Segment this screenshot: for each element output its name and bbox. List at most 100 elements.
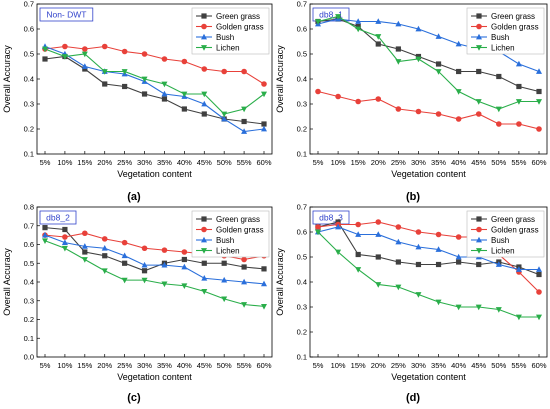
series-golden-grass	[42, 43, 267, 87]
x-tick-label: 25%	[391, 158, 406, 167]
x-tick-label: 10%	[57, 361, 72, 370]
y-tick-label: 0.4	[297, 278, 307, 287]
legend-marker	[476, 248, 482, 254]
data-point	[82, 66, 88, 72]
chart-panel-b: 0.1 0.2 0.3 0.4 0.5 0.6 0.7 5% 10% 15% 20% 25% 30% 35…	[275, 0, 548, 179]
series-golden-grass	[315, 88, 542, 132]
series-green-grass	[42, 53, 267, 127]
data-point	[42, 225, 48, 231]
x-tick-label: 15%	[77, 158, 92, 167]
series-line-golden-grass	[317, 90, 540, 130]
x-tick-label: 15%	[351, 158, 366, 167]
data-point	[42, 238, 48, 244]
data-point	[141, 91, 148, 97]
data-point	[536, 271, 542, 278]
panel-caption: (c)	[127, 392, 141, 404]
y-axis-label: Overall Accuracy	[2, 248, 12, 316]
data-point	[415, 56, 422, 63]
data-point	[161, 247, 168, 253]
data-point	[81, 257, 88, 263]
x-tick-label: 30%	[137, 361, 152, 370]
data-point	[241, 106, 248, 113]
panel-title: db8_1	[319, 10, 343, 20]
data-point	[161, 81, 168, 88]
series-line-bush	[317, 226, 539, 271]
legend-label: Lichen	[216, 44, 240, 53]
data-point	[395, 106, 402, 112]
data-point	[395, 259, 401, 265]
data-point	[261, 125, 267, 132]
data-point	[355, 251, 361, 258]
x-tick-label: 10%	[331, 158, 346, 167]
data-point	[241, 302, 248, 308]
data-point	[435, 111, 442, 117]
data-point	[435, 299, 442, 306]
y-tick-label: 0.1	[297, 353, 307, 362]
data-point	[395, 20, 402, 27]
data-point	[395, 284, 402, 291]
data-point	[475, 99, 482, 105]
y-tick-label: 0.1	[297, 150, 307, 159]
y-tick-label: 0.2	[24, 125, 34, 134]
data-point	[82, 46, 88, 52]
series-line-green-grass	[317, 18, 540, 93]
legend-label: Green grass	[216, 215, 260, 224]
data-point	[61, 245, 68, 252]
legend-marker	[476, 226, 482, 233]
x-tick-label: 35%	[157, 158, 172, 167]
y-tick-label: 0.2	[24, 315, 34, 324]
data-point	[536, 126, 542, 132]
legend-label: Golden grass	[491, 226, 539, 235]
y-tick-label: 0.7	[297, 203, 307, 212]
series-line-golden-grass	[44, 45, 265, 85]
series-line-lichen	[317, 15, 539, 110]
legend-label: Lichen	[491, 247, 515, 256]
series-line-green-grass	[317, 221, 540, 276]
data-point	[435, 231, 442, 238]
data-point	[161, 281, 168, 288]
x-axis-label: Vegetation content	[117, 169, 192, 179]
x-tick-label: 20%	[97, 158, 112, 167]
legend-marker	[201, 45, 207, 51]
x-tick-label: 45%	[471, 361, 486, 370]
legend-label: Bush	[491, 33, 509, 42]
data-point	[61, 239, 68, 246]
data-point	[161, 261, 168, 268]
legend-marker	[201, 216, 207, 222]
x-tick-label: 15%	[77, 361, 92, 370]
data-point	[515, 266, 522, 272]
data-point	[181, 249, 188, 255]
data-point	[536, 289, 542, 295]
data-point	[101, 268, 108, 274]
data-point	[335, 249, 342, 256]
x-tick-label: 20%	[371, 158, 386, 167]
data-point	[476, 261, 482, 268]
data-point	[515, 99, 522, 105]
data-point	[201, 111, 207, 117]
data-point	[161, 90, 168, 97]
data-point	[375, 219, 382, 225]
data-point	[455, 89, 462, 95]
legend-label: Green grass	[491, 215, 535, 224]
data-point	[455, 116, 462, 122]
y-tick-label: 0.6	[24, 25, 34, 34]
legend-marker	[201, 13, 207, 19]
x-tick-label: 60%	[256, 361, 271, 370]
y-tick-label: 0.6	[297, 228, 307, 237]
series-bush	[42, 231, 267, 287]
data-point	[355, 98, 361, 105]
data-point	[536, 68, 542, 74]
data-point	[181, 91, 188, 98]
data-point	[375, 282, 382, 288]
data-point	[475, 111, 482, 117]
data-point	[496, 73, 502, 80]
x-tick-label: 25%	[117, 158, 132, 167]
x-tick-label: 20%	[97, 361, 112, 370]
data-point	[455, 304, 462, 311]
series-line-lichen	[44, 240, 265, 307]
y-tick-label: 0.7	[24, 0, 34, 9]
x-tick-label: 40%	[177, 361, 192, 370]
x-tick-label: 60%	[531, 361, 546, 370]
data-point	[261, 81, 267, 87]
